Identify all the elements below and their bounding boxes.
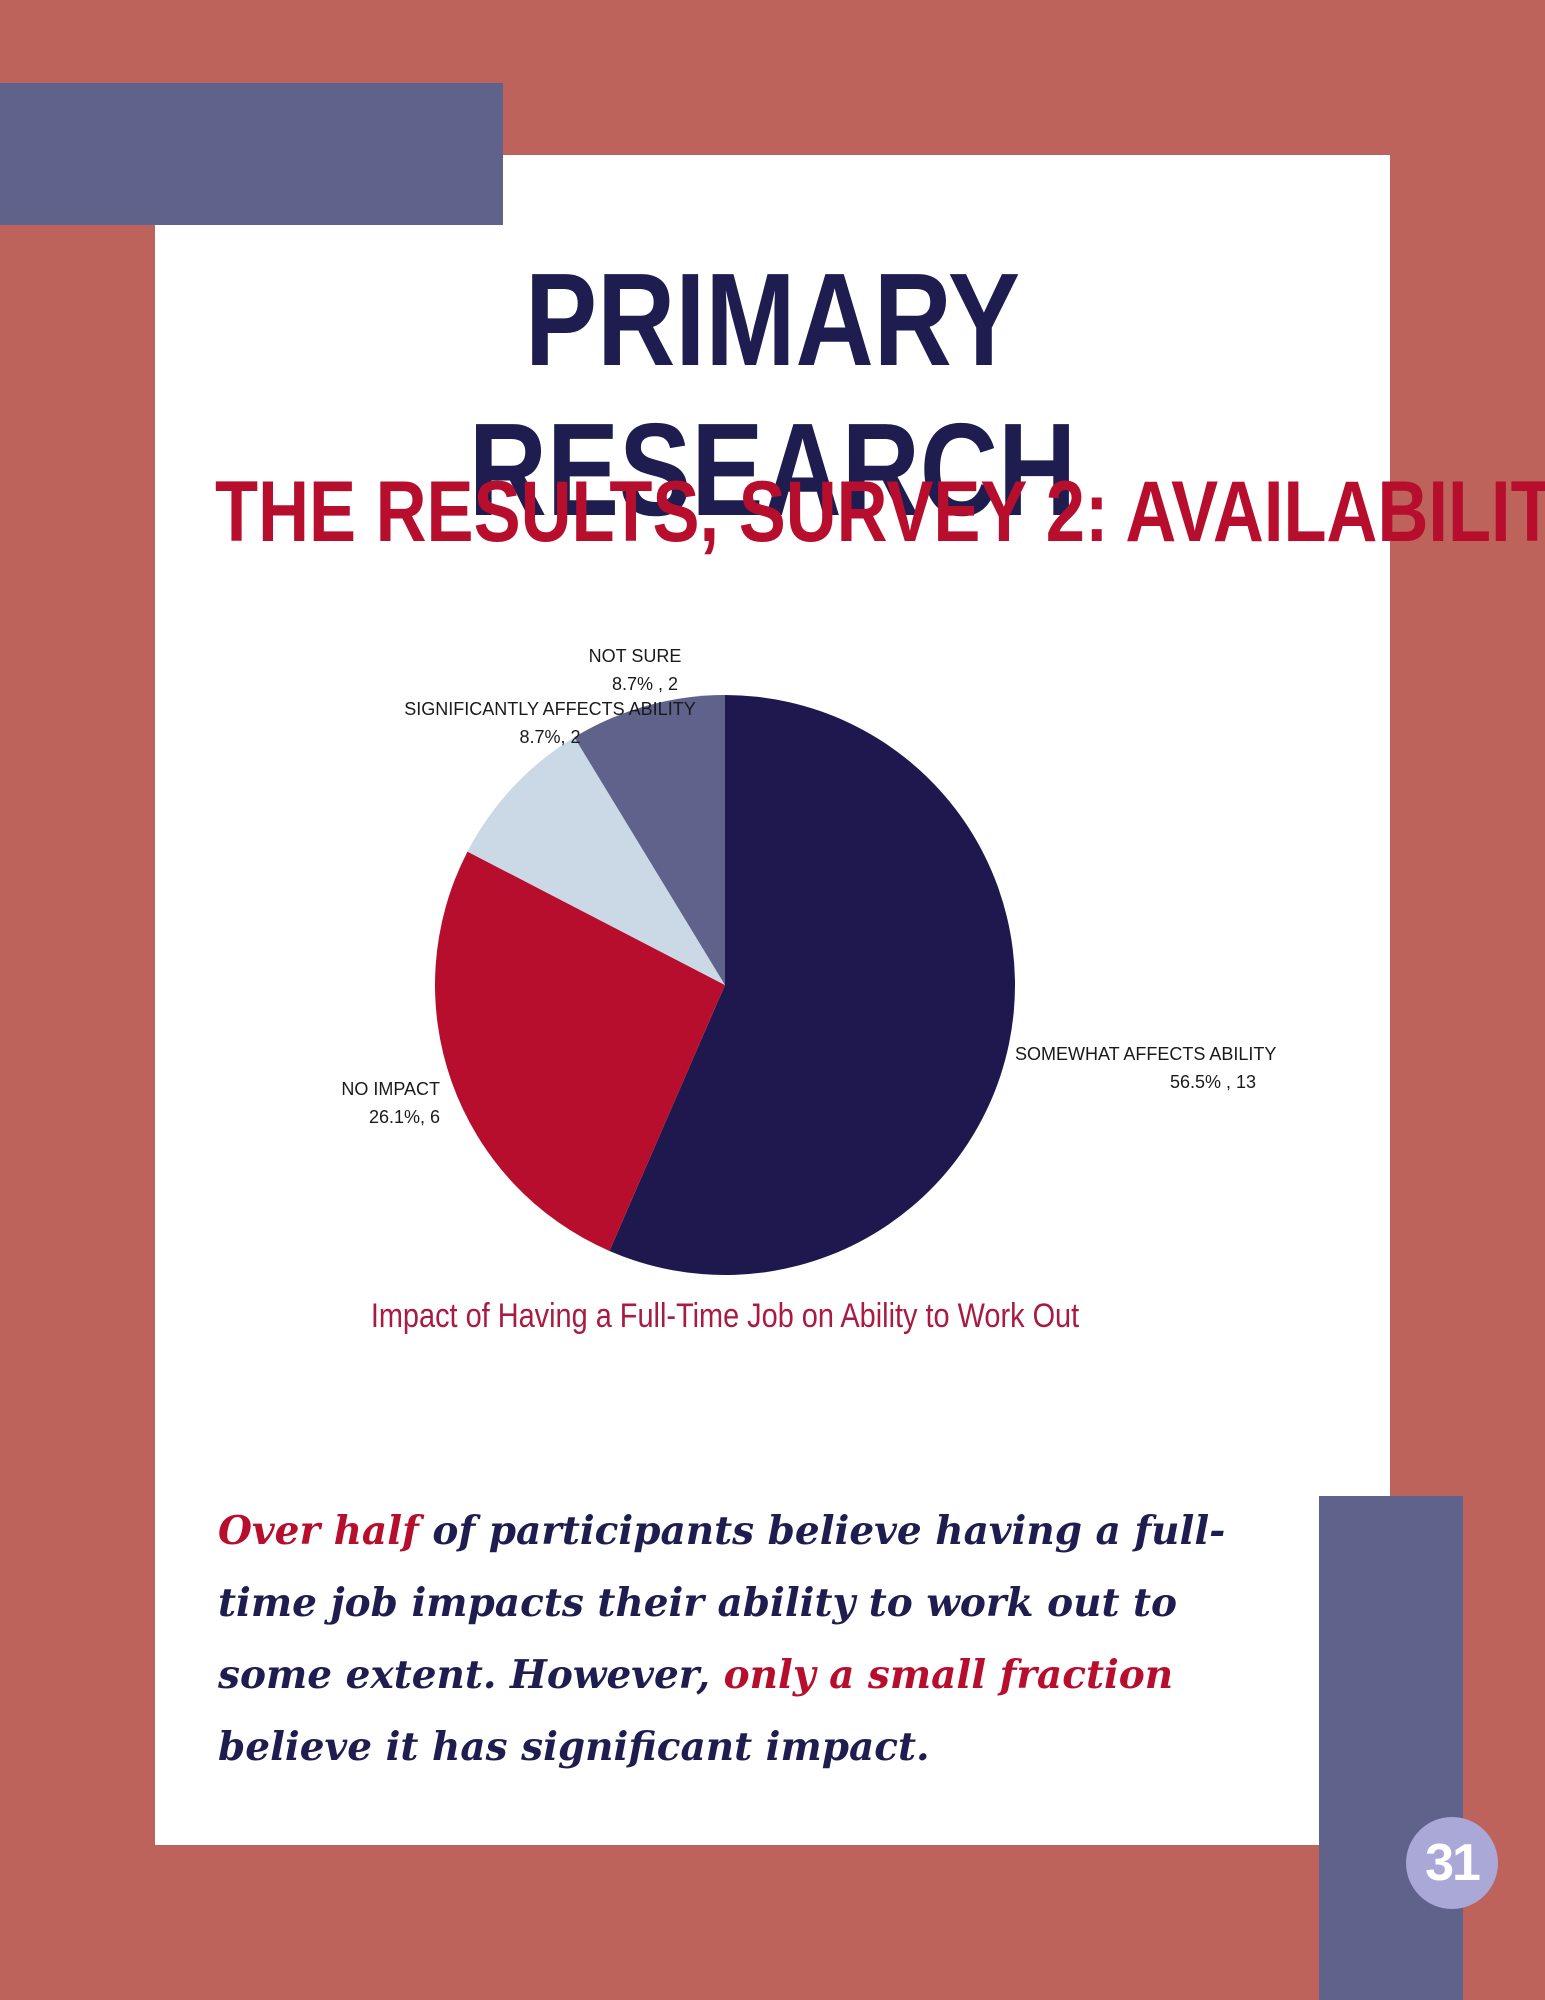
- slice-value-label: 56.5% , 13: [1170, 1072, 1256, 1092]
- slice-value-label: 8.7%, 2: [519, 727, 580, 747]
- slice-label: SOMEWHAT AFFECTS ABILITY: [1015, 1044, 1276, 1064]
- slice-label: NOT SURE: [589, 646, 682, 666]
- page-title: PRIMARY RESEARCH: [468, 246, 1077, 543]
- slice-label: NO IMPACT: [341, 1079, 440, 1099]
- decorative-block-top: [0, 83, 503, 225]
- slice-label: SIGNIFICANTLY AFFECTS ABILITY: [404, 699, 695, 719]
- chart-title: Impact of Having a Full-Time Job on Abil…: [370, 1297, 1080, 1335]
- page-number: 31: [1406, 1817, 1498, 1909]
- summary-text-2: believe it has significant impact.: [218, 1724, 930, 1770]
- slice-value-label: 8.7% , 2: [612, 674, 678, 694]
- pie-labels: SOMEWHAT AFFECTS ABILITY 56.5% , 13 NO IMP…: [341, 646, 1276, 1127]
- pie-slice-somewhat-affects-ability: [609, 695, 1015, 1275]
- highlight-over-half: Over half: [218, 1508, 419, 1554]
- pie-slice-not-sure: [574, 695, 725, 985]
- summary-paragraph: Over half of participants believe having…: [218, 1495, 1248, 1783]
- pie-slice-no-impact: [434, 851, 725, 1251]
- page-subtitle: THE RESULTS, SURVEY 2: AVAILABILITY: [215, 464, 1545, 560]
- slice-value-label: 26.1%, 6: [369, 1107, 440, 1127]
- pie-slice-significantly-affects-ability: [467, 737, 725, 985]
- pie-slices: [434, 695, 1015, 1275]
- summary-text-1: of participants believe having a full-ti…: [218, 1508, 1226, 1698]
- decorative-block-right: [1319, 1496, 1463, 2000]
- highlight-small-fraction: only a small fraction: [723, 1652, 1174, 1698]
- pie-chart: SOMEWHAT AFFECTS ABILITY 56.5% , 13 NO IMP…: [341, 646, 1276, 1275]
